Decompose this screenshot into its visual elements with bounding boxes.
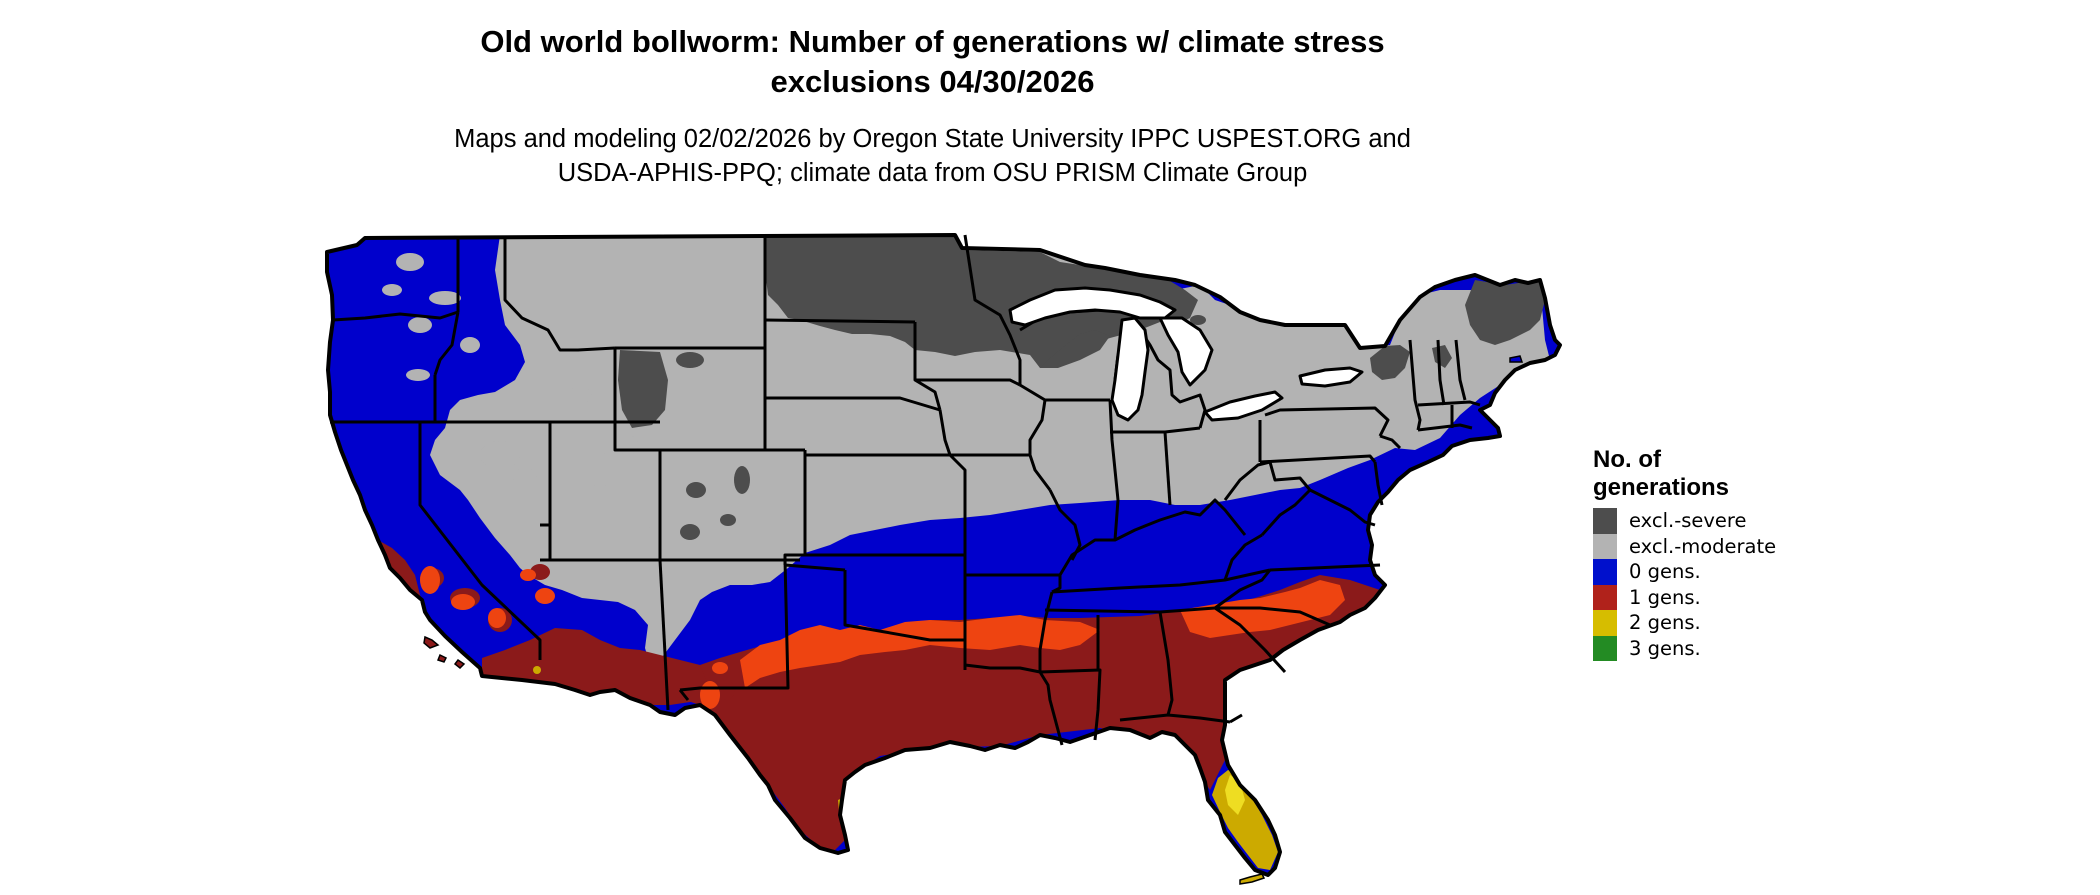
us-generations-map — [325, 233, 1562, 885]
border-ok-north-panhandle — [784, 563, 846, 572]
border-al-fl — [1119, 713, 1231, 724]
border-pa-ny — [1264, 406, 1390, 437]
border-ne-ks — [805, 409, 952, 457]
map-title-line-2: exclusions 04/30/2026 — [770, 64, 1095, 99]
border-ga-fl-east — [1229, 713, 1243, 724]
border-ia-north — [915, 378, 1021, 387]
border-ma-north — [1417, 400, 1481, 407]
legend-item-excl-moderate: excl.-moderate — [1593, 533, 1777, 559]
border-ky-north-ohio-river — [1058, 498, 1247, 576]
legend-item-excl-severe: excl.-severe — [1593, 508, 1776, 534]
border-ks-mo — [948, 453, 967, 555]
border-id-mt-wy — [503, 238, 616, 352]
legend-label: 2 gens. — [1629, 611, 1701, 635]
border-ar-mo — [965, 573, 1062, 594]
map-subtitle-line-2: USDA-APHIS-PPQ; climate data from OSU PR… — [557, 159, 1308, 187]
border-mn-wi — [963, 234, 1022, 385]
legend-label: 3 gens. — [1629, 636, 1701, 660]
legend-label: 0 gens. — [1629, 560, 1701, 584]
border-ia-il — [1019, 383, 1047, 455]
border-ny-nj — [1379, 434, 1402, 450]
border-az-nm — [658, 559, 670, 711]
legend-swatch — [1593, 635, 1617, 661]
border-la-ms — [1039, 668, 1102, 741]
border-ga-sc — [1214, 606, 1287, 674]
border-ky-tn-va — [1223, 533, 1263, 581]
map-title-line-1: Old world bollworm: Number of generation… — [480, 24, 1385, 59]
border-wa-or — [332, 310, 459, 322]
border-ny-vt-ma — [1408, 339, 1422, 431]
legend-title-line-2: generations — [1593, 474, 1730, 501]
border-pa-south — [1259, 454, 1377, 464]
border-mo-il-river — [1048, 489, 1082, 561]
border-tn-south — [1044, 606, 1216, 614]
border-al-ga — [1158, 611, 1174, 716]
border-va-nc — [1269, 563, 1381, 572]
zone-excl-moderate — [430, 235, 1550, 665]
border-mi-in-oh — [1110, 426, 1201, 434]
border-wv — [1223, 460, 1312, 537]
legend-item-1-gens: 1 gens. — [1593, 584, 1776, 610]
border-ut-wy — [613, 348, 662, 560]
border-nh-me — [1454, 339, 1467, 401]
map-title: Old world bollworm: Number of generation… — [300, 22, 1565, 102]
lake-ontario — [1298, 366, 1364, 388]
border-tn-nc — [1214, 569, 1272, 610]
great-lakes — [1008, 286, 1364, 422]
lake-erie — [1203, 390, 1284, 422]
border-vt-nh — [1436, 339, 1446, 406]
legend-label: 1 gens. — [1629, 585, 1701, 609]
border-nv-ca — [418, 422, 542, 660]
legend-item-3-gens: 3 gens. — [1593, 635, 1776, 661]
map-subtitle-line-1: Maps and modeling 02/02/2026 by Oregon S… — [454, 125, 1411, 153]
border-nm-east — [679, 559, 790, 692]
legend-label: excl.-severe — [1629, 509, 1747, 533]
border-nv-az — [540, 523, 552, 562]
legend-swatch — [1593, 559, 1617, 585]
border-mn-ia-sd — [913, 322, 942, 411]
border-nm-tx-south — [678, 689, 690, 701]
border-sc-nc — [1215, 606, 1331, 627]
border-ar-ms-river — [1038, 591, 1054, 672]
legend-item-0-gens: 0 gens. — [1593, 559, 1776, 585]
generation-zones — [327, 235, 1560, 875]
border-ma-ct-ri — [1417, 423, 1473, 432]
lake-huron — [1158, 316, 1214, 387]
border-nd-sd — [764, 318, 916, 324]
border-tn-north — [1051, 568, 1271, 594]
zone-excl-severe — [618, 235, 1545, 540]
legend-label: excl.-moderate — [1629, 534, 1777, 558]
map-subtitle: Maps and modeling 02/02/2026 by Oregon S… — [300, 122, 1565, 190]
lake-michigan — [1110, 316, 1150, 422]
zone-excl-moderate-spots — [382, 253, 669, 571]
legend-swatch — [1593, 584, 1617, 610]
legend-swatch — [1593, 610, 1617, 636]
border-ok-tx — [843, 570, 965, 642]
legend-swatch — [1593, 533, 1617, 559]
border-id-west — [433, 311, 460, 376]
legend-title: No. of generations — [1593, 446, 1776, 502]
border-sd-ne — [765, 396, 941, 412]
zone-2-gens-light — [845, 775, 1245, 835]
legend-swatch — [1593, 508, 1617, 534]
legend-item-2-gens: 2 gens. — [1593, 610, 1776, 636]
legend: No. of generations excl.-severe excl.-mo… — [1593, 446, 1776, 661]
legend-title-line-1: No. of — [1593, 446, 1661, 473]
border-il-in — [1108, 399, 1120, 541]
border-in-oh — [1163, 431, 1172, 506]
